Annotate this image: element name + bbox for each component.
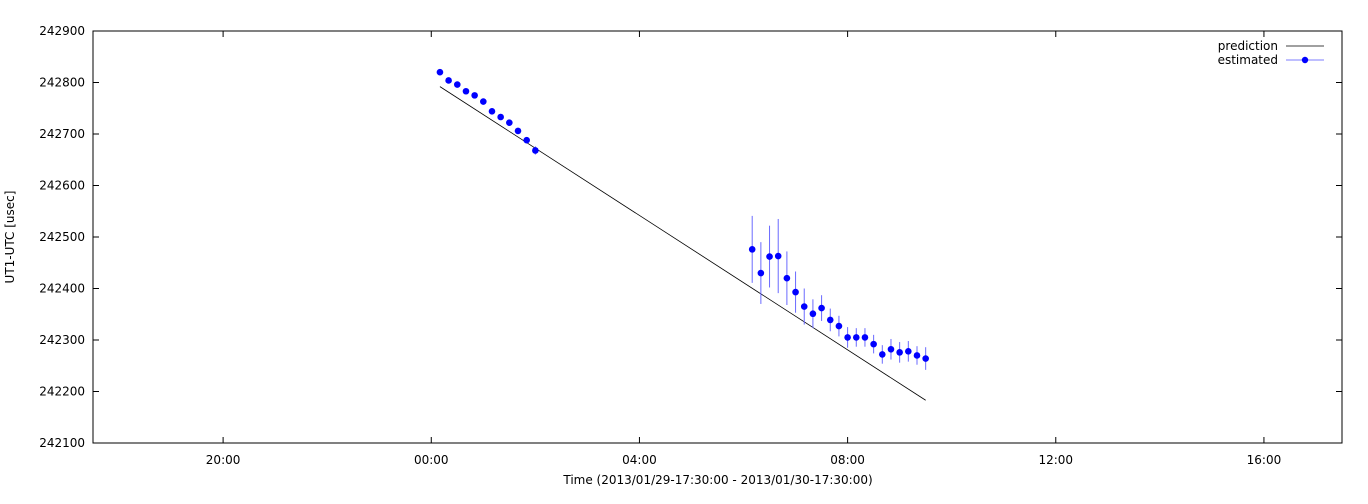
x-tick-label: 08:00	[830, 453, 865, 467]
estimated-point	[852, 334, 860, 341]
estimated-point	[471, 92, 478, 99]
estimated-point	[497, 113, 504, 121]
x-tick-label: 04:00	[622, 453, 657, 467]
estimated-point	[488, 108, 496, 115]
legend-label-estimated: estimated	[1218, 53, 1278, 67]
estimated-point	[480, 98, 487, 105]
estimated-point	[835, 322, 843, 330]
estimated-point	[514, 127, 522, 135]
y-tick-label: 242500	[39, 230, 85, 244]
estimated-point	[783, 274, 791, 282]
estimated-point	[844, 334, 851, 341]
y-axis-label: UT1-UTC [usec]	[3, 191, 17, 284]
x-tick-label: 12:00	[1038, 453, 1073, 467]
y-tick-label: 242100	[39, 436, 85, 450]
x-axis: 20:00 00:00 04:00 08:00 12:00 16:00	[206, 31, 1281, 467]
estimated-point	[887, 345, 895, 353]
estimated-point	[774, 252, 782, 260]
y-tick-label: 242900	[39, 24, 85, 38]
estimated-point	[809, 310, 817, 318]
x-axis-label: Time (2013/01/29-17:30:00 - 2013/01/30-1…	[562, 473, 872, 487]
x-tick-label: 16:00	[1247, 453, 1282, 467]
estimated-point	[826, 316, 834, 324]
y-tick-label: 242200	[39, 385, 85, 399]
estimated-series	[436, 68, 929, 370]
estimated-point	[913, 352, 921, 359]
estimated-point	[861, 334, 869, 341]
estimated-point	[870, 340, 877, 348]
estimated-point	[896, 349, 903, 356]
legend-marker-estimated	[1301, 56, 1309, 64]
y-axis: 242100 242200 242300 242400 242500 242600 2427…	[39, 24, 1342, 450]
y-tick-label: 242800	[39, 76, 85, 90]
estimated-point	[506, 119, 513, 126]
y-tick-label: 242700	[39, 127, 85, 141]
estimated-point	[453, 81, 461, 88]
prediction-series	[439, 86, 926, 401]
estimated-point	[878, 351, 886, 358]
prediction-line	[439, 86, 926, 401]
y-tick-label: 242400	[39, 282, 85, 296]
estimated-point	[532, 147, 539, 154]
estimated-point	[792, 288, 799, 296]
estimated-point	[922, 355, 929, 362]
estimated-point	[523, 136, 530, 144]
estimated-point	[800, 303, 808, 310]
estimated-point	[818, 304, 825, 312]
estimated-point	[766, 253, 773, 260]
estimated-point	[748, 246, 756, 253]
estimated-point	[436, 68, 444, 76]
x-tick-label: 20:00	[206, 453, 241, 467]
plot-frame	[92, 30, 1343, 444]
estimated-point	[445, 77, 452, 84]
y-tick-label: 242300	[39, 333, 85, 347]
x-tick-label: 00:00	[414, 453, 449, 467]
legend: prediction estimated	[1218, 39, 1324, 67]
y-tick-label: 242600	[39, 179, 85, 193]
legend-label-prediction: prediction	[1218, 39, 1278, 53]
estimated-point	[462, 87, 470, 95]
estimated-point	[905, 348, 912, 355]
estimated-point	[757, 269, 765, 277]
